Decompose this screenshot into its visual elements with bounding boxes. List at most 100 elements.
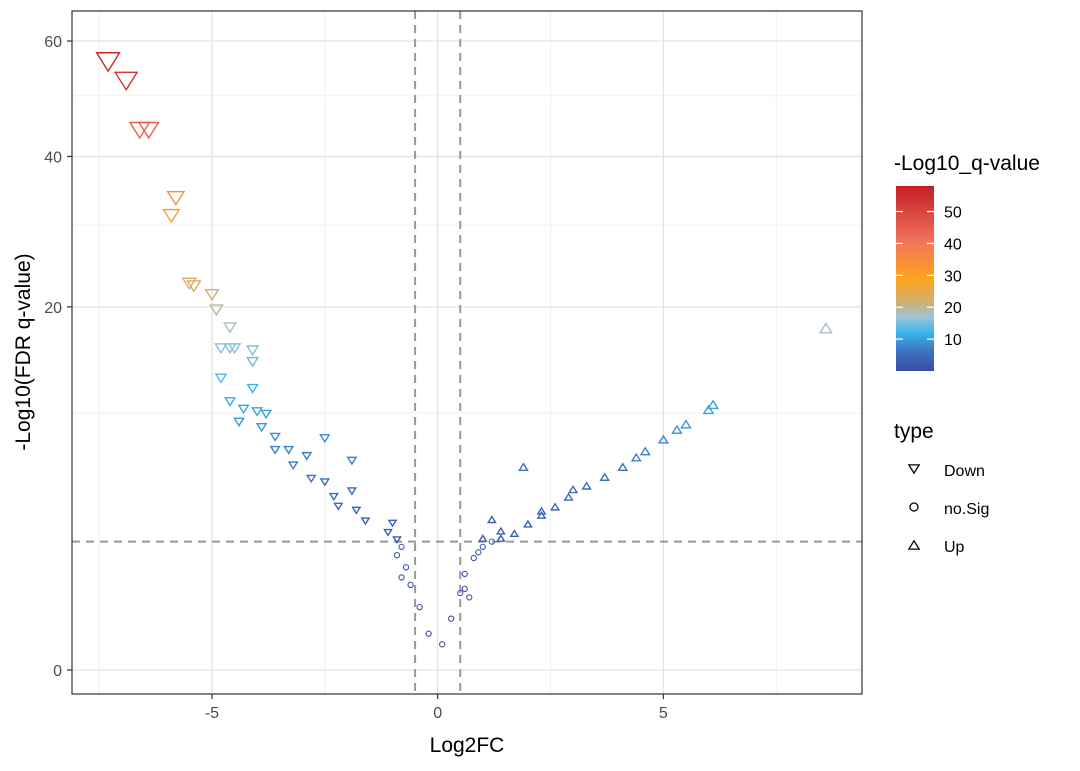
data-point-up (549, 502, 561, 511)
data-point-down (360, 517, 371, 526)
data-point-up (496, 534, 506, 542)
legend-label: Up (944, 539, 965, 556)
shape-legend-title: type (894, 420, 934, 443)
legend-triangle-up-icon (907, 539, 921, 550)
data-point-down (204, 288, 220, 302)
color-bar-label: 50 (944, 205, 962, 222)
data-point-nosig (439, 641, 446, 648)
x-tick-label: 0 (433, 705, 442, 722)
data-point-down (209, 304, 224, 317)
data-point-down (214, 343, 228, 355)
data-point-down (346, 487, 358, 496)
data-point-down (245, 356, 260, 368)
data-point-up (563, 492, 574, 501)
data-point-up (671, 424, 683, 434)
data-point-down (383, 528, 393, 537)
color-bar-label: 10 (944, 332, 962, 349)
x-tick-label: -5 (205, 705, 219, 722)
data-point-down (319, 434, 331, 444)
data-point-down (269, 432, 281, 442)
data-point-nosig (398, 574, 405, 581)
y-tick-label: 0 (53, 663, 62, 680)
data-point-nosig (457, 589, 464, 597)
threshold-lines (72, 11, 862, 694)
legend-triangle-down-icon (907, 464, 921, 475)
data-point-nosig (466, 594, 473, 601)
data-point-up (818, 322, 833, 334)
data-point-up (680, 419, 692, 429)
data-point-up (639, 446, 651, 456)
plot-panel-border (71, 10, 863, 695)
data-point-down (251, 407, 264, 417)
data-point-down (283, 445, 295, 455)
data-point-up (486, 515, 497, 524)
data-point-nosig (407, 581, 414, 588)
legend-item-up: Up (907, 539, 965, 556)
color-bar (896, 186, 934, 371)
data-point-up (536, 510, 547, 519)
data-point-nosig (402, 564, 410, 571)
y-tick-label: 60 (44, 34, 62, 51)
data-point-up (581, 481, 592, 490)
legend-item-down: Down (907, 463, 985, 480)
data-point-down (387, 519, 398, 528)
data-point-down (137, 121, 160, 140)
data-point-down (233, 417, 245, 427)
data-point-nosig (398, 543, 405, 551)
data-point-down (346, 456, 358, 466)
data-point-nosig (470, 554, 477, 562)
data-point-up (702, 404, 715, 415)
data-point-nosig (393, 552, 401, 559)
data-point-down (328, 492, 339, 502)
data-point-nosig (479, 543, 486, 551)
y-axis-title: -Log10(FDR q-value) (12, 253, 35, 450)
y-tick-label: 20 (44, 300, 62, 317)
axis-ticks: -5 0 5 0 20 40 60 (44, 34, 668, 722)
data-point-down (222, 322, 238, 334)
data-point-up (707, 399, 720, 410)
data-point-down (166, 190, 186, 207)
data-point-down (305, 474, 317, 484)
data-point-down (246, 383, 259, 394)
y-tick-label: 40 (44, 149, 62, 166)
data-point-down (95, 52, 121, 73)
shape-legend: type Down no.Sig Up (894, 420, 989, 556)
x-tick-label: 5 (659, 705, 668, 722)
color-legend-title: -Log10_q-value (894, 152, 1040, 175)
data-point-up (523, 519, 533, 528)
data-points (95, 52, 833, 648)
data-point-down (227, 343, 242, 355)
data-point-up (495, 526, 506, 535)
data-point-up (509, 529, 520, 537)
legend-circle-icon (909, 502, 919, 512)
data-point-down (237, 404, 250, 415)
shape-legend-items: Down no.Sig Up (907, 463, 989, 556)
legend-label: no.Sig (944, 501, 989, 518)
data-point-down (181, 277, 198, 291)
data-point-up (477, 534, 488, 542)
data-point-nosig (488, 538, 495, 545)
data-point-down (260, 409, 273, 420)
plot-panel-background (72, 11, 862, 694)
data-point-down (223, 397, 237, 407)
data-point-down (113, 71, 139, 92)
data-point-down (245, 345, 260, 357)
color-bar-label: 40 (944, 236, 962, 253)
data-point-down (255, 422, 268, 433)
data-point-nosig (448, 615, 455, 622)
data-point-up (567, 485, 579, 494)
data-point-down (186, 280, 202, 293)
data-point-up (536, 506, 547, 515)
data-point-down (162, 208, 181, 224)
data-point-up (657, 434, 670, 444)
legend-label: Down (944, 463, 985, 480)
data-point-up (630, 452, 642, 462)
color-bar-label: 20 (944, 300, 962, 317)
data-point-up (599, 472, 610, 481)
data-point-nosig (461, 570, 468, 578)
color-bar-ticks: 10 20 30 40 50 (896, 205, 962, 349)
grid-lines (72, 11, 862, 694)
data-point-nosig (416, 603, 423, 611)
